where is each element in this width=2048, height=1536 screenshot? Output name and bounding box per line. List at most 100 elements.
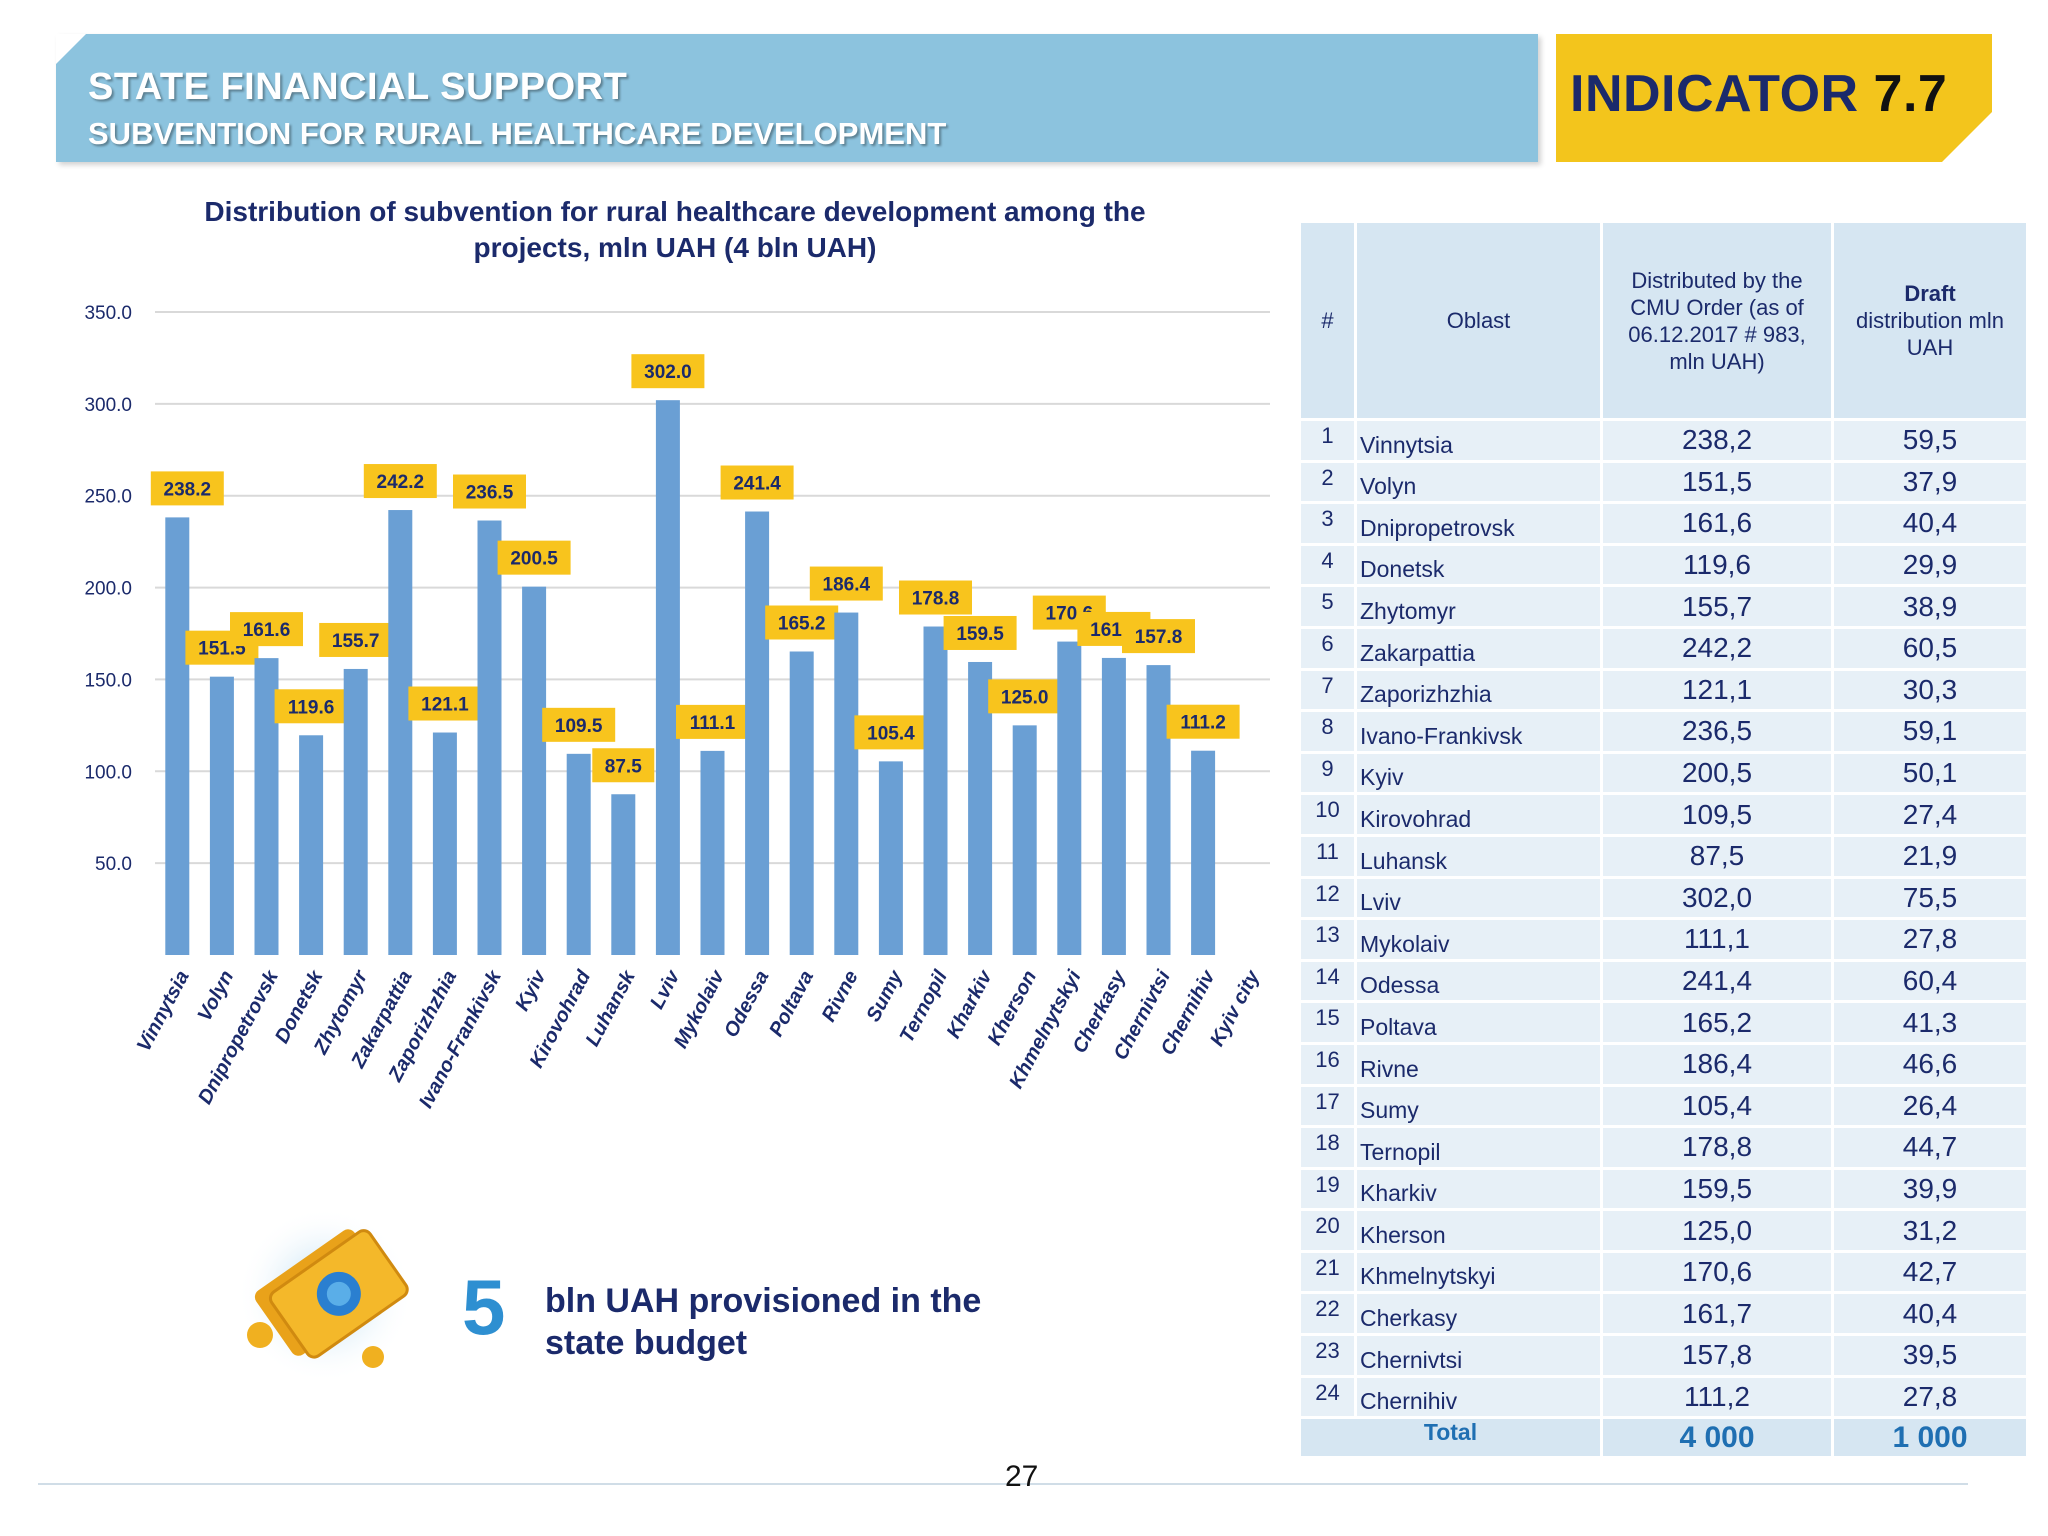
data-label-box	[676, 704, 749, 739]
row-num: 21	[1298, 1249, 1357, 1295]
row-draft: 50,1	[1831, 750, 2029, 796]
row-num: 10	[1298, 792, 1357, 837]
row-cmu: 87,5	[1600, 833, 1834, 879]
row-num: 8	[1298, 709, 1357, 754]
row-oblast: Ivano-Frankivsk	[1354, 709, 1603, 754]
row-num: 20	[1298, 1208, 1357, 1253]
indicator-word: INDICATOR	[1570, 65, 1859, 123]
row-draft: 41,3	[1831, 1000, 2029, 1045]
bar	[522, 586, 547, 955]
row-cmu: 157,8	[1600, 1333, 1834, 1378]
data-label: 119.6	[288, 697, 335, 718]
row-cmu: 159,5	[1600, 1166, 1834, 1212]
bar	[388, 510, 413, 955]
data-label: 302.0	[644, 362, 692, 383]
row-num: 23	[1298, 1333, 1357, 1378]
data-label: 242.2	[377, 472, 425, 493]
x-tick-label: Ivano-Frankivsk	[415, 966, 506, 1112]
row-cmu: 236,5	[1600, 709, 1834, 754]
x-tick-label: Poltava	[765, 967, 818, 1040]
row-draft: 27,8	[1831, 1374, 2029, 1420]
x-tick-label: Vinnytsia	[133, 967, 194, 1055]
data-label-box	[943, 615, 1017, 650]
row-oblast: Kyiv	[1354, 750, 1603, 796]
bar	[1146, 665, 1171, 955]
row-cmu: 161,7	[1600, 1291, 1834, 1337]
table-row: 5 Zhytomyr 155,7 38,9	[1298, 584, 2029, 629]
table-total-row: Total 4 000 1 000	[1298, 1416, 2029, 1460]
row-num: 22	[1298, 1291, 1357, 1337]
row-oblast: Vinnytsia	[1354, 418, 1603, 463]
data-label-box	[150, 471, 224, 506]
bar	[1012, 725, 1037, 955]
x-tick-label: Sumy	[862, 966, 907, 1025]
header-draft: Draft distribution mln UAH	[1831, 220, 2029, 421]
row-cmu: 186,4	[1600, 1041, 1834, 1087]
footer-divider	[38, 1483, 1968, 1485]
row-draft: 59,5	[1831, 418, 2029, 463]
indicator-corner-cut	[1942, 112, 1992, 162]
data-label-box	[274, 689, 348, 724]
row-cmu: 302,0	[1600, 875, 1834, 921]
data-label: 238.2	[164, 479, 212, 500]
data-label: 111.2	[1180, 713, 1225, 734]
row-draft: 40,4	[1831, 1291, 2029, 1337]
header-draft-bold: Draft	[1904, 281, 1956, 306]
bar	[923, 626, 948, 955]
data-label: 125.0	[1001, 687, 1049, 708]
row-oblast: Zhytomyr	[1354, 584, 1603, 629]
page-subtitle: SUBVENTION FOR RURAL HEALTHCARE DEVELOPM…	[88, 116, 947, 151]
row-num: 4	[1298, 542, 1357, 588]
row-cmu: 119,6	[1600, 542, 1834, 588]
row-num: 11	[1298, 833, 1357, 879]
row-oblast: Zakarpattia	[1354, 625, 1603, 671]
row-draft: 39,9	[1831, 1166, 2029, 1212]
row-draft: 75,5	[1831, 875, 2029, 921]
row-num: 13	[1298, 917, 1357, 962]
table-row: 12 Lviv 302,0 75,5	[1298, 875, 2029, 921]
data-label: 186.4	[823, 575, 871, 596]
y-tick-label: 100.0	[84, 762, 132, 783]
table-row: 7 Zaporizhzhia 121,1 30,3	[1298, 667, 2029, 713]
row-cmu: 241,4	[1600, 958, 1834, 1004]
row-cmu: 165,2	[1600, 1000, 1834, 1045]
row-cmu: 242,2	[1600, 625, 1834, 671]
row-cmu: 200,5	[1600, 750, 1834, 796]
indicator-label: INDICATOR 7.7	[1570, 64, 1947, 124]
table-row: 3 Dnipropetrovsk 161,6 40,4	[1298, 501, 2029, 546]
row-cmu: 155,7	[1600, 584, 1834, 629]
data-label: 241.4	[733, 474, 781, 495]
table-body: 1 Vinnytsia 238,2 59,5 2 Volyn 151,5 37,9 3 Dnipr…	[1298, 418, 2029, 1420]
bar	[878, 761, 903, 955]
bar-chart: 50.0 100.0 150.0 200.0 250.0 300.0 350.0 238.2 V…	[84, 303, 1270, 1112]
row-draft: 30,3	[1831, 667, 2029, 713]
data-label: 111.1	[690, 713, 736, 734]
table-row: 20 Kherson 125,0 31,2	[1298, 1208, 2029, 1253]
chart-title: Distribution of subvention for rural hea…	[204, 196, 1146, 263]
bar	[1101, 657, 1126, 955]
row-oblast: Chernihiv	[1354, 1374, 1603, 1420]
header-banner	[56, 34, 1538, 162]
row-num: 2	[1298, 459, 1357, 505]
row-num: 15	[1298, 1000, 1357, 1045]
row-oblast: Chernivtsi	[1354, 1333, 1603, 1378]
data-label: 236.5	[466, 483, 514, 504]
row-num: 3	[1298, 501, 1357, 546]
row-oblast: Sumy	[1354, 1083, 1603, 1129]
data-label-box	[854, 715, 928, 750]
bar	[789, 651, 814, 955]
bar	[1191, 750, 1216, 955]
bar	[745, 511, 770, 955]
data-label-box	[765, 605, 839, 640]
row-oblast: Odessa	[1354, 958, 1603, 1004]
y-tick-label: 50.0	[95, 854, 132, 875]
row-cmu: 111,1	[1600, 917, 1834, 962]
bar	[299, 735, 324, 955]
data-label: 165.2	[778, 614, 826, 635]
bar	[477, 520, 502, 955]
row-cmu: 238,2	[1600, 418, 1834, 463]
x-tick-label: Kyiv	[511, 965, 551, 1014]
data-label-box	[230, 612, 303, 647]
row-oblast: Rivne	[1354, 1041, 1603, 1087]
row-oblast: Lviv	[1354, 875, 1603, 921]
